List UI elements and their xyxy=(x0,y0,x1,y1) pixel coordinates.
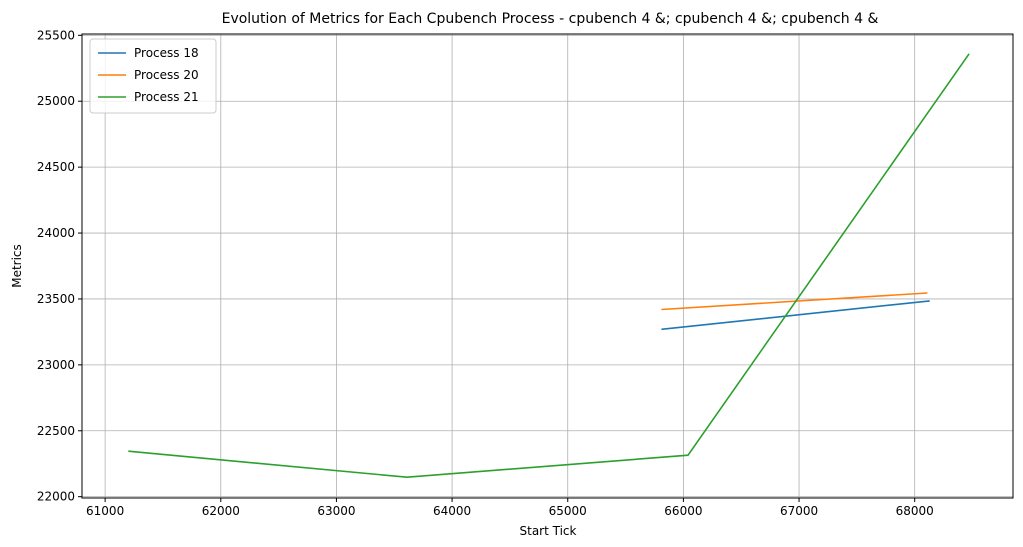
y-tick-label: 25500 xyxy=(37,28,75,42)
x-axis-label: Start Tick xyxy=(520,524,577,538)
x-tick-label: 64000 xyxy=(433,504,471,518)
chart-title: Evolution of Metrics for Each Cpubench P… xyxy=(222,11,879,27)
y-tick-label: 23500 xyxy=(37,292,75,306)
legend-entry: Process 18 xyxy=(134,46,199,60)
x-tick-label: 63000 xyxy=(317,504,355,518)
y-tick-label: 25000 xyxy=(37,94,75,108)
x-tick-label: 67000 xyxy=(780,504,818,518)
y-tick-label: 23000 xyxy=(37,358,75,372)
y-tick-label: 22000 xyxy=(37,490,75,504)
x-tick-label: 61000 xyxy=(86,504,124,518)
legend: Process 18 Process 20 Process 21 xyxy=(89,38,217,114)
y-tick-label: 24500 xyxy=(37,160,75,174)
x-tick-label: 68000 xyxy=(896,504,934,518)
x-tick-label: 66000 xyxy=(664,504,702,518)
y-axis-label: Metrics xyxy=(10,244,24,288)
series-line-1 xyxy=(661,300,930,331)
y-tick-label: 22500 xyxy=(37,424,75,438)
grid xyxy=(82,34,1013,498)
series-line-2 xyxy=(661,292,928,311)
legend-entry: Process 21 xyxy=(134,90,199,104)
x-tick-label: 62000 xyxy=(202,504,240,518)
series-lines xyxy=(128,53,970,479)
x-tick-label: 65000 xyxy=(549,504,587,518)
axis-ticks: 61000 62000 63000 64000 65000 66000 67000 68000… xyxy=(37,28,934,518)
legend-entry: Process 20 xyxy=(134,68,199,82)
series-line-3 xyxy=(128,53,970,479)
legend-box xyxy=(89,38,217,114)
plot-frame xyxy=(81,33,1014,499)
y-tick-label: 24000 xyxy=(37,226,75,240)
